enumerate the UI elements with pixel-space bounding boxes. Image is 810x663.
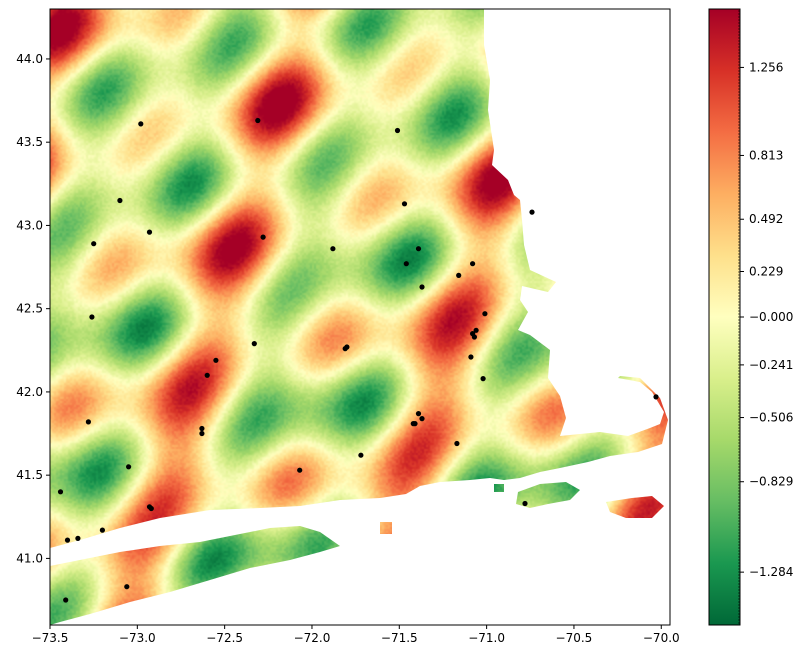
x-tick-label: −72.5 — [206, 631, 243, 645]
station-point — [482, 311, 487, 316]
station-point — [419, 416, 424, 421]
colorbar-tick-label: 0.492 — [749, 212, 783, 226]
station-point — [213, 358, 218, 363]
station-point — [100, 528, 105, 533]
station-point — [653, 394, 658, 399]
station-point — [255, 118, 260, 123]
x-tick-label: −72.0 — [294, 631, 331, 645]
station-point — [261, 235, 266, 240]
station-point — [86, 419, 91, 424]
station-point — [358, 453, 363, 458]
x-tick-label: −70.5 — [556, 631, 593, 645]
station-point — [205, 373, 210, 378]
station-point — [472, 334, 477, 339]
station-point — [89, 314, 94, 319]
station-point — [474, 328, 479, 333]
station-point — [404, 261, 409, 266]
station-point — [117, 198, 122, 203]
y-tick-label: 41.0 — [16, 551, 43, 565]
colorbar-tick-label: 0.229 — [749, 264, 783, 278]
x-tick-label: −73.0 — [119, 631, 156, 645]
x-axis: −73.5 −73.0 −72.5 −72.0 −71.5 −71.0 −70.5 −70.0 — [32, 625, 680, 645]
station-point — [75, 536, 80, 541]
station-point — [124, 584, 129, 589]
colorbar-tick-label: −0.241 — [749, 358, 793, 372]
y-tick-label: 43.0 — [16, 218, 43, 232]
y-tick-label: 41.5 — [16, 468, 43, 482]
station-point — [297, 468, 302, 473]
colorbar-ticks: 1.256 0.813 0.492 0.229 −0.000 −0.241 −0.506 −0… — [740, 60, 793, 579]
station-point — [91, 241, 96, 246]
x-tick-label: −71.5 — [381, 631, 418, 645]
station-point — [470, 261, 475, 266]
colorbar-tick-label: −0.000 — [749, 310, 793, 324]
y-tick-label: 44.0 — [16, 52, 43, 66]
station-point — [454, 441, 459, 446]
colorbar: 1.256 0.813 0.492 0.229 −0.000 −0.241 −0.506 −0… — [709, 9, 793, 625]
station-point — [529, 210, 534, 215]
colorbar-tick-label: −0.506 — [749, 411, 793, 425]
station-point — [456, 273, 461, 278]
station-point — [58, 489, 63, 494]
station-point — [138, 121, 143, 126]
station-point — [468, 354, 473, 359]
station-point — [412, 421, 417, 426]
station-point — [252, 341, 257, 346]
station-point — [330, 246, 335, 251]
x-tick-label: −71.0 — [468, 631, 505, 645]
y-tick-label: 43.5 — [16, 135, 43, 149]
colorbar-tick-label: −0.829 — [749, 475, 793, 489]
station-point — [199, 431, 204, 436]
x-tick-label: −73.5 — [32, 631, 69, 645]
station-point — [65, 538, 70, 543]
station-point — [343, 346, 348, 351]
y-tick-label: 42.5 — [16, 302, 43, 316]
station-point — [149, 506, 154, 511]
colorbar-tick-label: −1.284 — [749, 565, 793, 579]
colorbar-gradient — [709, 9, 740, 625]
station-point — [402, 201, 407, 206]
station-point — [126, 464, 131, 469]
station-point — [419, 284, 424, 289]
station-point — [416, 411, 421, 416]
colorbar-tick-label: 1.256 — [749, 60, 783, 74]
station-point — [481, 376, 486, 381]
station-point — [63, 597, 68, 602]
y-tick-label: 42.0 — [16, 385, 43, 399]
station-point — [522, 501, 527, 506]
station-point — [199, 426, 204, 431]
x-tick-label: −70.0 — [643, 631, 680, 645]
y-axis: 41.0 41.5 42.0 42.5 43.0 43.5 44.0 — [16, 52, 50, 565]
station-point — [147, 230, 152, 235]
colorbar-tick-label: 0.813 — [749, 148, 783, 162]
station-point — [416, 246, 421, 251]
station-point — [395, 128, 400, 133]
